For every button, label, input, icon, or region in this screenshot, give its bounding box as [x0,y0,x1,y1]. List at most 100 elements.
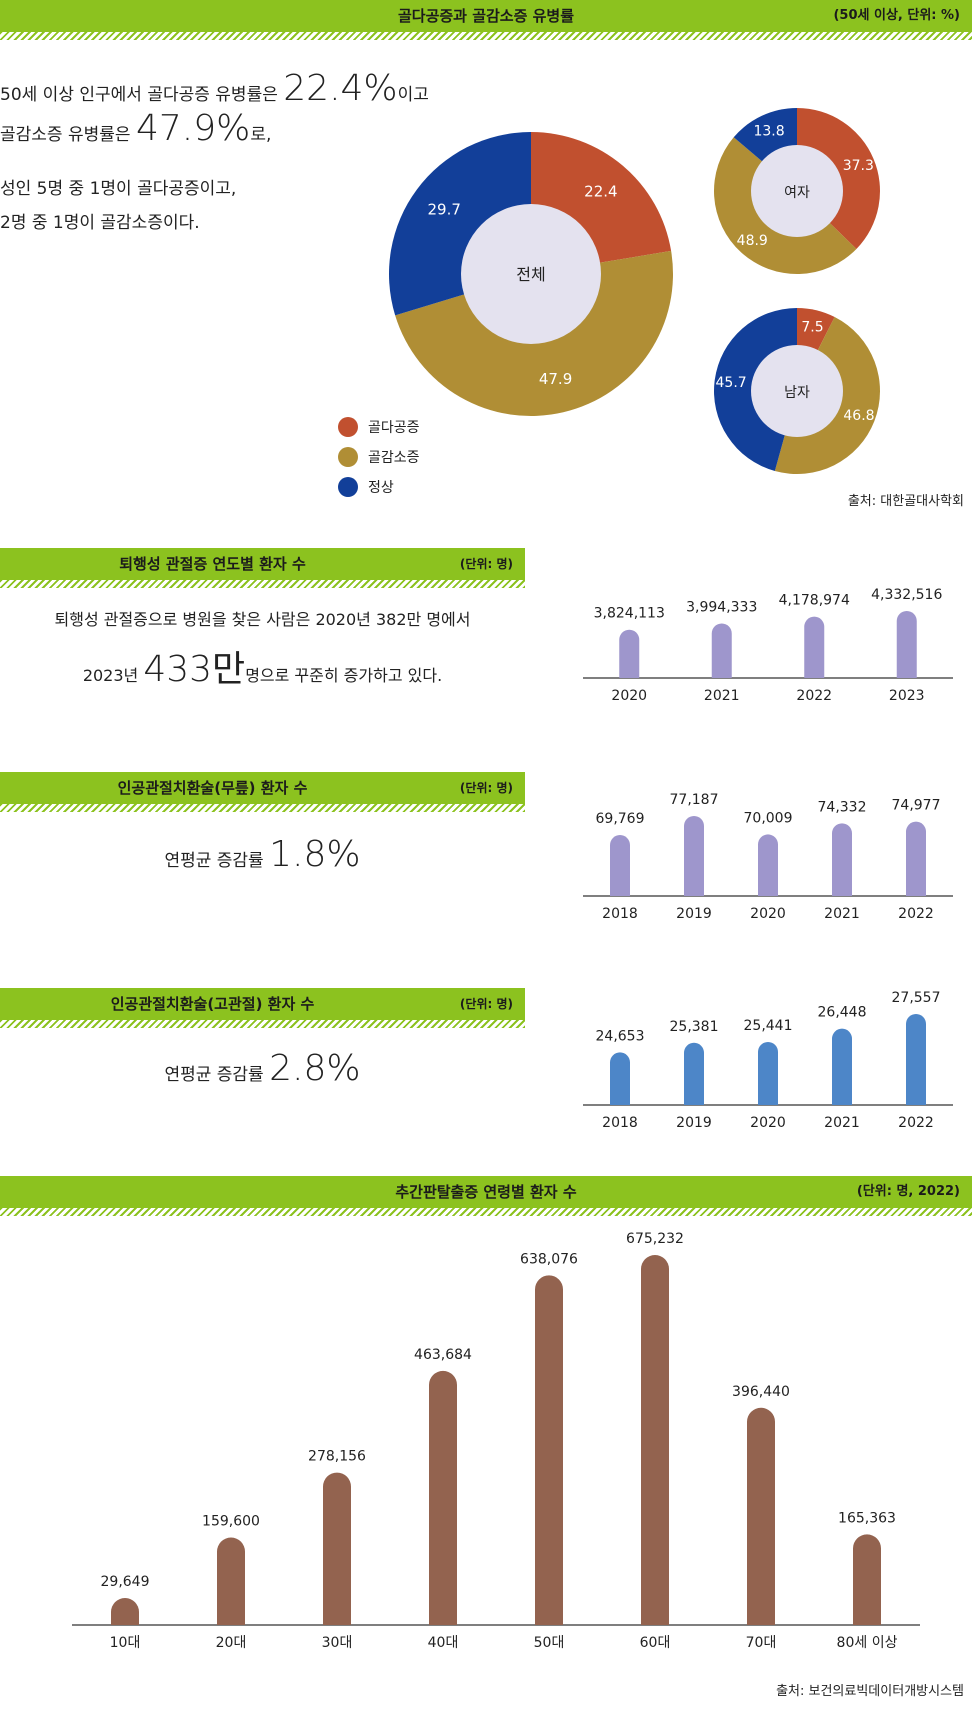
bar-category-label: 2022 [898,1115,934,1131]
bar-category-label: 2019 [676,1115,712,1131]
donut-center-label: 여자 [784,185,810,201]
bar-value-label: 29,649 [101,1574,150,1590]
donut-value-label: 22.4 [584,183,617,201]
section3-banner: 인공관절치환술(무릎) 환자 수 (단위: 명) [0,772,525,804]
bar-value-label: 27,557 [892,990,941,1006]
bar [906,821,926,896]
legend-dot-osteopenia [338,447,358,467]
bar-value-label: 74,977 [892,798,941,814]
bar [684,816,704,896]
bar [535,1275,563,1625]
bar [906,1014,926,1105]
bar-category-label: 2021 [704,688,740,704]
donut-value-label: 7.5 [801,319,823,335]
text1-pre: 50세 이상 인구에서 골다공증 유병률은 [0,85,284,105]
donut-hole [461,204,601,344]
bar-value-label: 69,769 [596,811,645,827]
section3-title: 인공관절치환술(무릎) 환자 수 [117,779,308,797]
section2-line1: 퇴행성 관절증으로 병원을 찾은 사람은 2020년 382만 명에서 [54,610,471,629]
section2-line2-big: 433만 [143,649,246,690]
bar-category-label: 70대 [746,1635,777,1651]
bar [804,616,825,678]
section1-unit: (50세 이상, 단위: %) [833,8,960,23]
section1-banner: 골다공증과 골감소증 유병률 (50세 이상, 단위: %) [0,0,972,32]
bar [896,611,917,678]
bar [217,1537,245,1625]
text1-big: 22.4% [283,68,398,109]
bar-value-label: 4,178,974 [779,593,850,609]
bar-value-label: 165,363 [838,1510,896,1526]
legend-item-normal: 정상 [338,472,420,502]
section4-hatch [0,1020,525,1028]
bar-value-label: 26,448 [818,1005,867,1021]
bar-category-label: 2020 [611,688,647,704]
legend-label-osteopenia: 골감소증 [368,450,420,466]
bar [323,1472,351,1625]
donut-charts: 22.4 47.9 29.7 전체 37.3 48.9 13.8 여자 7.5 46.8 45.7 남… [388,108,880,474]
section2-title: 퇴행성 관절증 연도별 환자 수 [119,555,306,573]
donut-value-label: 29.7 [428,201,461,219]
bar-category-label: 40대 [428,1635,459,1651]
bar-category-label: 2021 [824,1115,860,1131]
bar-value-label: 3,824,113 [594,606,665,622]
section5-unit: (단위: 명, 2022) [856,1184,960,1199]
bar-value-label: 159,600 [202,1514,260,1530]
bar-value-label: 278,156 [308,1449,366,1465]
bar-category-label: 2021 [824,906,860,922]
donut-value-label: 46.8 [843,408,874,424]
donut-center-label: 전체 [516,265,545,284]
section1-source: 출처: 대한골대사학회 [847,494,964,509]
text1-post: 이고 [397,85,429,105]
bar-category-label: 20대 [216,1635,247,1651]
bar [619,629,640,678]
section5-title: 추간판탈출증 연령별 환자 수 [395,1183,577,1201]
section4-rate-line: 연평균 증감률 2.8% [0,1048,525,1089]
section5-banner: 추간판탈출증 연령별 환자 수 (단위: 명, 2022) [0,1176,972,1208]
section5-hatch [0,1208,972,1216]
section3-hatch [0,804,525,812]
bar-category-label: 2018 [602,906,638,922]
bar-value-label: 463,684 [414,1347,472,1363]
bar [610,1052,630,1105]
bar-value-label: 70,009 [744,810,793,826]
bar-category-label: 80세 이상 [837,1635,898,1651]
bar-value-label: 24,653 [596,1028,645,1044]
donut-hole [751,145,843,237]
bar-value-label: 3,994,333 [686,599,757,615]
section3-rate: 1.8% [269,834,361,875]
section4-rate-label: 연평균 증감률 [164,1065,270,1085]
section1-title: 골다공증과 골감소증 유병률 [397,7,575,25]
bar-value-label: 77,187 [670,792,719,808]
section4-rate: 2.8% [269,1048,361,1089]
legend-label-normal: 정상 [368,480,394,496]
bar-category-label: 10대 [110,1635,141,1651]
section4-banner: 인공관절치환술(고관절) 환자 수 (단위: 명) [0,988,525,1020]
section2-line2-pre: 2023년 [82,666,144,685]
donut-value-label: 37.3 [843,158,874,174]
donut-value-label: 13.8 [753,124,784,140]
section4-title: 인공관절치환술(고관절) 환자 수 [110,995,315,1013]
bar-category-label: 50대 [534,1635,565,1651]
legend-dot-normal [338,477,358,497]
legend-item-osteoporosis: 골다공증 [338,412,420,442]
section4-unit: (단위: 명) [459,997,513,1011]
section3-rate-label: 연평균 증감률 [164,851,270,871]
section1-text-line3: 성인 5명 중 1명이 골다공증이고, [0,179,237,199]
bar-category-label: 30대 [322,1635,353,1651]
donut-center-label: 남자 [784,385,810,401]
bar-category-label: 2022 [796,688,832,704]
legend: 골다공증 골감소증 정상 [338,412,420,502]
section2-unit: (단위: 명) [459,557,513,571]
bar [758,834,778,896]
section2-line2: 2023년 433만명으로 꾸준히 증가하고 있다. [0,640,525,692]
text2-big: 47.9% [135,108,251,149]
section3-unit: (단위: 명) [459,781,513,795]
section1-hatch [0,32,972,40]
bar-category-label: 60대 [640,1635,671,1651]
section3-rate-line: 연평균 증감률 1.8% [0,834,525,875]
bar-value-label: 638,076 [520,1251,578,1267]
text2-post: 로, [250,125,272,145]
bar-category-label: 2019 [676,906,712,922]
bar-category-label: 2018 [602,1115,638,1131]
